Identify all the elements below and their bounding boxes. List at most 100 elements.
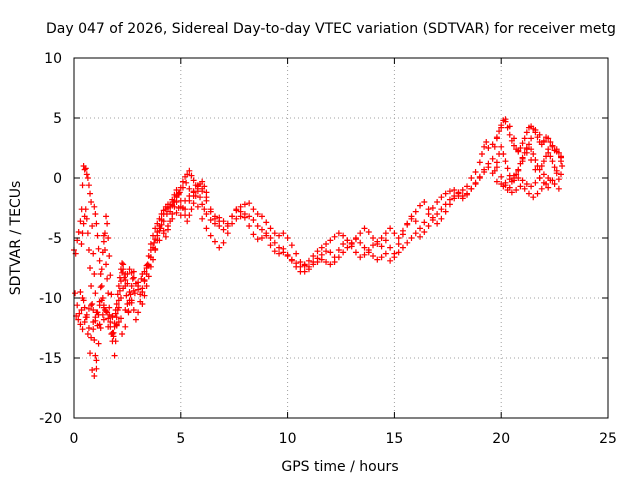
data-point bbox=[491, 167, 498, 174]
data-point bbox=[378, 254, 385, 261]
data-point bbox=[82, 206, 89, 213]
data-point bbox=[117, 315, 124, 322]
data-point bbox=[89, 367, 96, 373]
data-point bbox=[103, 213, 110, 220]
data-point bbox=[485, 145, 492, 151]
axis-ticks: 0 5 10 15 20 25 -20 -15 -10 -5 0 5 10 bbox=[39, 51, 617, 447]
data-point bbox=[545, 149, 552, 156]
data-point bbox=[404, 221, 411, 228]
data-point bbox=[408, 215, 415, 222]
data-point bbox=[417, 233, 424, 240]
data-point bbox=[211, 238, 218, 245]
data-point bbox=[95, 245, 102, 252]
data-point bbox=[421, 229, 428, 235]
data-point bbox=[220, 239, 227, 246]
data-point bbox=[511, 142, 518, 149]
data-point bbox=[76, 310, 83, 317]
data-point bbox=[374, 238, 381, 245]
data-point bbox=[559, 163, 566, 169]
data-point bbox=[94, 309, 101, 316]
data-point bbox=[130, 274, 137, 281]
data-point bbox=[169, 215, 176, 222]
data-point bbox=[335, 230, 342, 237]
data-point bbox=[476, 159, 483, 166]
data-point bbox=[152, 245, 159, 252]
data-point bbox=[194, 183, 201, 190]
data-point bbox=[91, 373, 98, 379]
data-point bbox=[314, 248, 321, 255]
data-point bbox=[91, 271, 98, 277]
data-point bbox=[105, 235, 112, 241]
data-point bbox=[100, 238, 107, 245]
data-point bbox=[95, 340, 102, 347]
data-point bbox=[532, 157, 539, 163]
data-point bbox=[513, 187, 520, 193]
chart-title: Day 047 of 2026, Sidereal Day-to-day VTE… bbox=[46, 21, 616, 37]
x-tick-label: 10 bbox=[279, 431, 297, 447]
data-point bbox=[179, 178, 186, 185]
data-point bbox=[408, 235, 415, 241]
y-tick-label: -5 bbox=[48, 231, 62, 247]
data-point bbox=[169, 196, 176, 203]
data-point bbox=[216, 218, 223, 225]
data-point bbox=[97, 325, 104, 331]
data-point bbox=[543, 181, 550, 187]
data-point bbox=[395, 249, 402, 256]
data-point bbox=[241, 214, 248, 221]
data-point bbox=[106, 304, 113, 311]
data-point bbox=[124, 271, 131, 277]
data-point bbox=[530, 151, 537, 157]
y-tick-label: 10 bbox=[44, 51, 62, 67]
data-point bbox=[534, 190, 541, 197]
data-point bbox=[123, 292, 130, 299]
data-point bbox=[167, 201, 174, 208]
data-point bbox=[483, 139, 490, 145]
data-point bbox=[421, 219, 428, 226]
data-point bbox=[429, 214, 436, 221]
data-point bbox=[224, 230, 231, 237]
data-point bbox=[92, 314, 99, 321]
data-point bbox=[502, 158, 509, 165]
data-point bbox=[459, 195, 466, 202]
data-point bbox=[378, 235, 385, 241]
data-point bbox=[399, 227, 406, 234]
data-point bbox=[532, 179, 539, 186]
data-point bbox=[511, 175, 518, 181]
data-point bbox=[254, 236, 261, 243]
data-point bbox=[147, 254, 154, 261]
data-point bbox=[276, 250, 283, 257]
data-point bbox=[85, 182, 92, 189]
data-point bbox=[85, 247, 92, 253]
data-point bbox=[382, 250, 389, 257]
data-point bbox=[158, 217, 165, 223]
data-point bbox=[538, 185, 545, 192]
data-point bbox=[387, 225, 394, 232]
data-point bbox=[88, 334, 95, 341]
data-point bbox=[87, 350, 94, 357]
data-point bbox=[147, 241, 154, 247]
data-point bbox=[323, 248, 330, 255]
data-point bbox=[382, 230, 389, 237]
data-point bbox=[130, 307, 137, 313]
data-point bbox=[399, 244, 406, 251]
data-point bbox=[130, 287, 137, 294]
data-point bbox=[446, 188, 453, 195]
data-point bbox=[197, 194, 204, 201]
data-point bbox=[75, 229, 82, 235]
data-point bbox=[464, 191, 471, 198]
data-point bbox=[216, 244, 223, 251]
data-point bbox=[417, 202, 424, 209]
data-point bbox=[151, 239, 158, 246]
data-point bbox=[183, 179, 190, 186]
data-point bbox=[113, 314, 120, 321]
data-point bbox=[96, 321, 103, 328]
data-point bbox=[493, 135, 500, 142]
data-point bbox=[521, 135, 528, 142]
data-point bbox=[229, 220, 236, 227]
data-point bbox=[540, 137, 547, 144]
data-point bbox=[263, 232, 270, 239]
data-point bbox=[82, 165, 89, 172]
data-point bbox=[498, 173, 505, 180]
data-point bbox=[90, 307, 97, 313]
data-point bbox=[301, 262, 308, 269]
